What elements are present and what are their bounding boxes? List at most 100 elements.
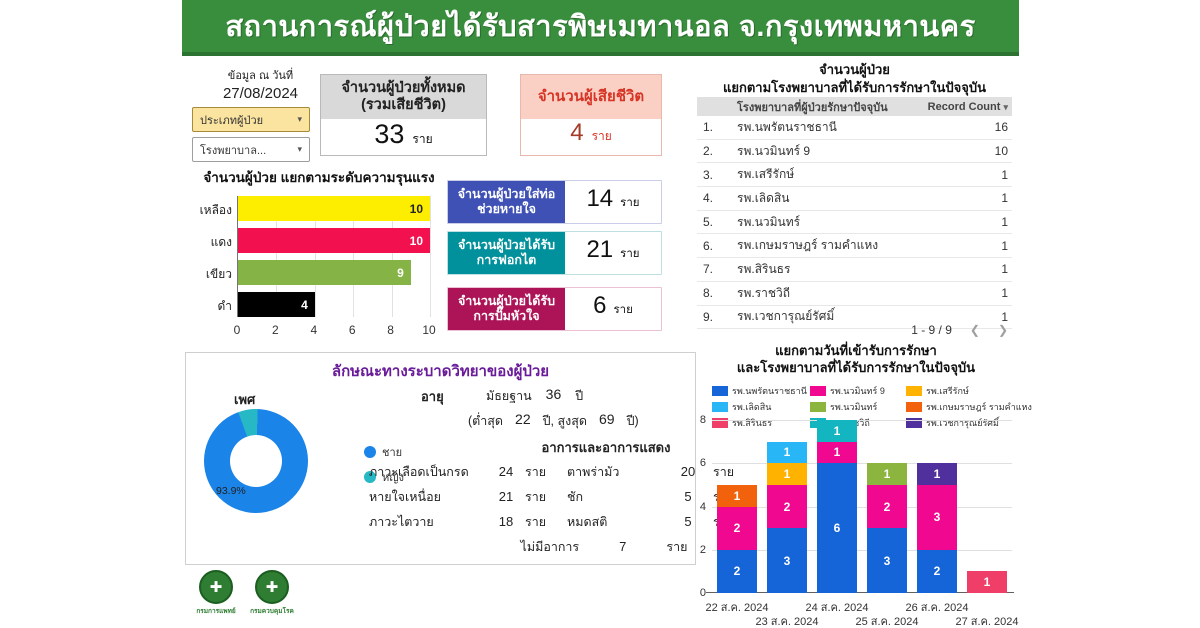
bar-segment[interactable]: 2	[717, 506, 757, 550]
table-row[interactable]: 1. รพ.นพรัตนราชธานี 16	[697, 116, 1012, 140]
table-row[interactable]: 8. รพ.ราชวิถี 1	[697, 282, 1012, 306]
gender-donut-chart[interactable]	[204, 409, 308, 513]
legend-swatch	[810, 402, 826, 412]
bar-segment[interactable]: 2	[767, 484, 807, 529]
hospital-name: รพ.เสรีรักษ์	[737, 167, 795, 182]
table-row[interactable]: 4. รพ.เลิดสิน 1	[697, 187, 1012, 211]
y-tick-label: 6	[699, 457, 706, 470]
severity-bar-เหลือง[interactable]: 10	[238, 196, 430, 221]
bar-segment[interactable]: 2	[917, 549, 957, 593]
page-header: สถานการณ์ผู้ป่วยได้รับสารพิษเมทานอล จ.กร…	[182, 0, 1019, 56]
bar-segment[interactable]: 1	[717, 484, 757, 507]
table-row[interactable]: 9. รพ.เวชการุณย์รัศมิ์ 1	[697, 306, 1012, 330]
ministry-seal-icon: ✚	[255, 570, 289, 604]
bar-segment[interactable]: 1	[967, 571, 1007, 593]
legend-label: หญิง	[382, 472, 404, 484]
severity-bar-value: 10	[409, 201, 423, 216]
bar-segment[interactable]: 1	[767, 441, 807, 464]
chevron-down-icon: ▾	[297, 144, 302, 154]
chevron-left-icon[interactable]: ❮	[969, 323, 980, 337]
table-row[interactable]: 7. รพ.สิรินธร 1	[697, 258, 1012, 282]
record-count-sort-header[interactable]: Record Count ▾	[916, 101, 1008, 113]
bar-segment[interactable]: 1	[917, 463, 957, 485]
bar-segment[interactable]: 3	[767, 528, 807, 593]
x-tick-label: 27 ส.ค. 2024	[955, 616, 1019, 628]
legend-dot	[364, 446, 376, 458]
severity-bar-ดำ[interactable]: 4	[238, 292, 315, 317]
severity-bar-value: 9	[397, 265, 404, 280]
record-count: 1	[1001, 167, 1008, 182]
bar-segment[interactable]: 1	[817, 441, 857, 464]
severity-bar-เขียว[interactable]: 9	[238, 260, 411, 285]
dialysis-card: จำนวนผู้ป่วยได้รับการฟอกไต 21 ราย	[447, 231, 662, 275]
symptom-value: 5	[684, 514, 692, 529]
stacked-bar: 1	[967, 571, 1007, 593]
ministry-seal-icon: ✚	[199, 570, 233, 604]
y-tick-label: 2	[699, 543, 706, 556]
epidemiology-panel: ลักษณะทางระบาดวิทยาของผู้ป่วย เพศ 93.9% …	[185, 352, 734, 565]
agency-logos: ✚ กรมการแพทย์ ✚ กรมควบคุมโรค	[193, 570, 295, 616]
hospital-table-title-line2: แยกตามโรงพยาบาลที่ได้รับการรักษาในปัจจุบ…	[722, 79, 986, 95]
x-tick-label: 25 ส.ค. 2024	[855, 616, 919, 628]
bar-segment[interactable]: 1	[867, 463, 907, 485]
record-count: 1	[1001, 309, 1008, 324]
row-index: 8.	[703, 286, 714, 301]
table-row[interactable]: 6. รพ.เกษมราษฎร์ รามคำแหง 1	[697, 234, 1012, 259]
bar-segment[interactable]: 1	[817, 420, 857, 442]
dialysis-value: 21	[586, 236, 614, 263]
agency-logo: ✚ กรมควบคุมโรค	[249, 570, 295, 616]
row-index: 9.	[703, 309, 714, 324]
bar-segment[interactable]: 3	[917, 484, 957, 550]
admissions-legend-item: รพ.นพรัตนราชธานี	[712, 384, 808, 398]
severity-bar-row: ดำ 4	[217, 292, 429, 317]
y-tick-label: 0	[699, 587, 706, 599]
admissions-legend-item: รพ.เวชการุณย์รัศมิ์	[906, 416, 1018, 430]
table-row[interactable]: 2. รพ.นวมินทร์ 9 10	[697, 140, 1012, 164]
symptom-name: หมดสติ	[567, 514, 608, 529]
symptom-unit: ราย	[713, 464, 735, 479]
y-tick-label: 4	[699, 500, 706, 513]
record-count: 1	[1001, 262, 1008, 277]
agency-name: กรมการแพทย์	[196, 608, 236, 615]
bar-segment[interactable]: 2	[867, 484, 907, 529]
table-row[interactable]: 5. รพ.นวมินทร์ 1	[697, 211, 1012, 235]
symptom-row: ภาวะเลือดเป็นกรด 24 ราย ตาพร่ามัว 20 ราย	[369, 459, 839, 484]
bar-segment[interactable]: 3	[867, 528, 907, 593]
deaths-card: จำนวนผู้เสียชีวิต 4 ราย	[520, 74, 662, 156]
row-index: 7.	[703, 262, 714, 277]
symptom-value: 24	[498, 464, 514, 479]
legend-label: รพ.นวมินทร์ 9	[830, 386, 885, 396]
bar-segment[interactable]: 6	[817, 463, 857, 593]
chevron-right-icon[interactable]: ❯	[997, 323, 1008, 337]
severity-chart-plot: เหลือง 10 แดง 10 เขียว 9 ดำ 4	[200, 196, 431, 317]
sex-label: เพศ	[234, 392, 256, 407]
admissions-legend-item: รพ.นวมินทร์ 9	[810, 384, 904, 398]
row-index: 3.	[703, 167, 714, 182]
legend-label: รพ.เวชการุณย์รัศมิ์	[926, 418, 999, 428]
x-tick-label: 22 ส.ค. 2024	[705, 602, 769, 614]
legend-dot	[364, 471, 376, 483]
cpr-unit: ราย	[613, 304, 633, 316]
bar-segment[interactable]: 1	[767, 463, 807, 485]
total-patients-card: จำนวนผู้ป่วยทั้งหมด (รวมเสียชีวิต) 33 รา…	[320, 74, 487, 156]
total-patients-value: 33	[374, 119, 405, 149]
severity-bar-แดง[interactable]: 10	[238, 228, 430, 253]
gridline	[712, 463, 1012, 465]
bar-segment[interactable]: 2	[717, 549, 757, 593]
intubated-unit: ราย	[620, 197, 640, 209]
intubated-card: จำนวนผู้ป่วยใส่ท่อช่วยหายใจ 14 ราย	[447, 180, 662, 224]
severity-category-label: เขียว	[205, 267, 232, 281]
legend-swatch	[712, 418, 728, 428]
table-row[interactable]: 3. รพ.เสรีรักษ์ 1	[697, 163, 1012, 188]
row-index: 6.	[703, 238, 714, 253]
patient-type-dropdown[interactable]: ประเภทผู้ป่วย ▾	[192, 107, 310, 132]
symptom-value: 5	[684, 489, 692, 504]
gender-legend: ชาย หญิง	[364, 443, 404, 486]
symptoms-list: ภาวะเลือดเป็นกรด 24 ราย ตาพร่ามัว 20 ราย หายใจ…	[369, 459, 839, 559]
admissions-legend-item: รพ.เสรีรักษ์	[906, 384, 1018, 398]
x-tick-label: 0	[233, 323, 241, 337]
hospital-dropdown[interactable]: โรงพยาบาล... ▾	[192, 137, 310, 162]
